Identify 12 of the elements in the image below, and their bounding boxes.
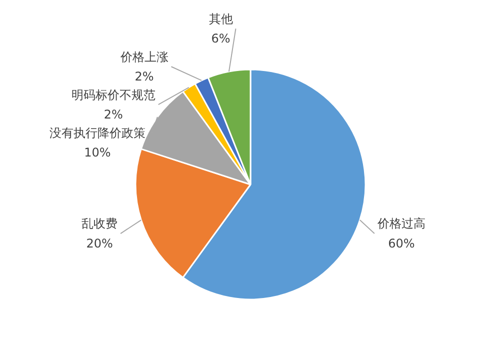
data-label: 10% (84, 145, 111, 160)
slice-label: 其他 (208, 12, 233, 26)
data-label: 20% (86, 236, 113, 250)
data-label: 6% (211, 31, 230, 46)
slice-label: 明码标价不规范 (71, 88, 156, 102)
data-label: 2% (104, 107, 123, 122)
data-label: 60% (388, 236, 415, 250)
legend-label: 没有执行降价政策 (49, 126, 146, 140)
data-label: 2% (134, 69, 154, 84)
slice-label: 价格上涨 (119, 50, 168, 64)
slice-label: 价格过高 (376, 216, 426, 231)
slice-label: 乱收费 (82, 216, 118, 231)
